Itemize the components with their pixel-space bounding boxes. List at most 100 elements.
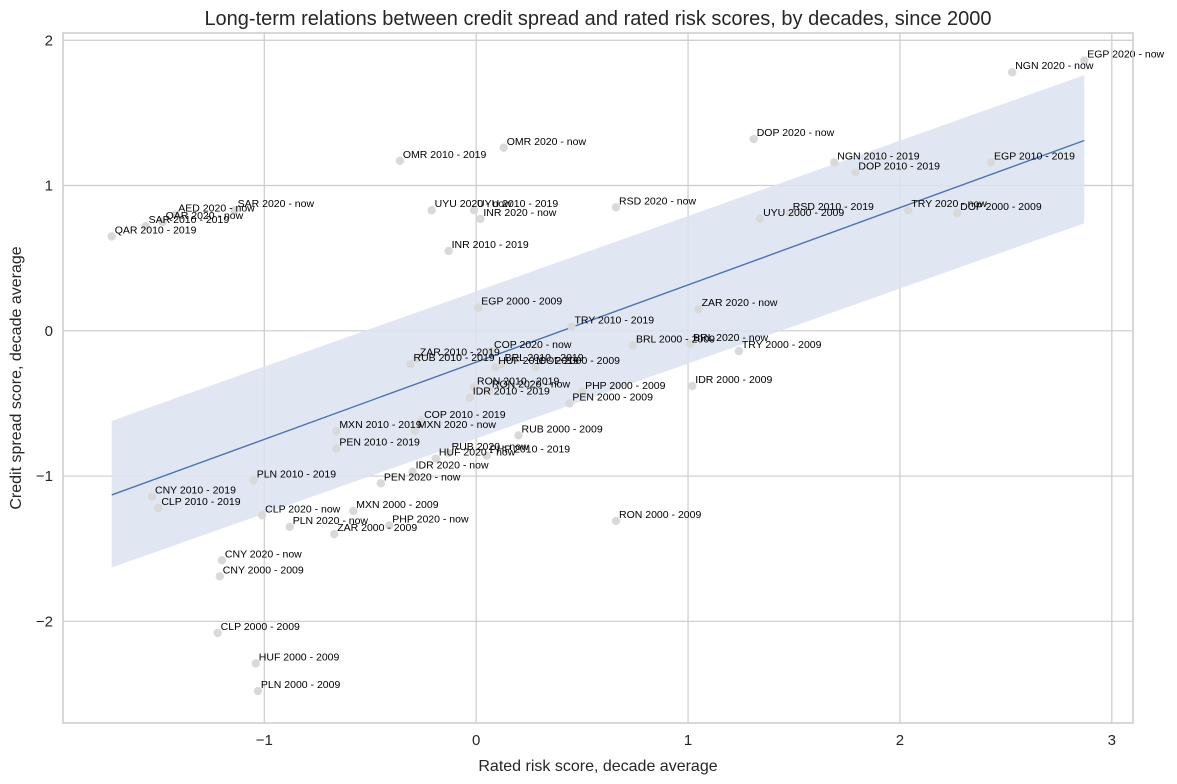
x-tick-label: −1 bbox=[256, 732, 273, 749]
point-label: DOP 2000 - 2009 bbox=[960, 201, 1042, 213]
y-tick-label: −1 bbox=[36, 468, 53, 485]
point-label: PEN 2010 - 2019 bbox=[339, 436, 420, 448]
point-label: HUF 2020 - now bbox=[439, 447, 516, 459]
point-label: PLN 2020 - now bbox=[293, 515, 369, 527]
data-point bbox=[410, 426, 419, 436]
data-point bbox=[332, 426, 341, 436]
data-point bbox=[230, 206, 239, 215]
plot-frame bbox=[62, 32, 1134, 724]
data-point bbox=[444, 448, 453, 458]
data-point bbox=[385, 521, 394, 530]
chart-title: Long-term relations between credit sprea… bbox=[204, 8, 991, 30]
point-label: UYU 2010 - 2019 bbox=[477, 198, 558, 210]
point-label: MXN 2000 - 2009 bbox=[356, 499, 438, 511]
point-label: QAR 2020 - now bbox=[166, 210, 244, 222]
y-tick-label: 0 bbox=[45, 323, 53, 340]
point-label: COP 2020 - now bbox=[494, 339, 572, 351]
data-point bbox=[755, 214, 765, 224]
data-point bbox=[694, 304, 703, 314]
data-point bbox=[904, 206, 913, 215]
data-point bbox=[141, 222, 150, 231]
data-point bbox=[395, 156, 405, 166]
point-label: INR 2010 - 2019 bbox=[452, 239, 529, 251]
data-point bbox=[567, 322, 576, 331]
point-label: ZAR 2000 - 2009 bbox=[337, 522, 417, 534]
y-tick-label: 1 bbox=[45, 178, 53, 195]
data-point bbox=[431, 454, 441, 463]
point-label: HUF 2010 - 2019 bbox=[498, 355, 579, 367]
data-point bbox=[611, 516, 621, 526]
data-point bbox=[565, 399, 574, 408]
data-point bbox=[986, 158, 996, 167]
x-tick-label: 2 bbox=[896, 732, 904, 749]
data-point bbox=[217, 556, 227, 565]
point-label: CNY 2010 - 2019 bbox=[155, 484, 236, 496]
point-label: IDR 2000 - 2009 bbox=[695, 374, 772, 386]
point-label: ZAR 2010 - 2019 bbox=[420, 346, 500, 358]
data-point bbox=[158, 217, 167, 227]
point-label: IDR 2010 - 2019 bbox=[473, 386, 550, 398]
tick-labels: −1 0 1 2 3 −2 −1 0 1 2 bbox=[36, 32, 1116, 749]
point-label: CLP 2020 - now bbox=[265, 503, 341, 515]
data-point bbox=[408, 467, 417, 476]
data-point bbox=[491, 362, 500, 372]
point-label: IDR 2020 - now bbox=[416, 460, 489, 472]
data-point bbox=[851, 168, 860, 177]
data-point bbox=[469, 206, 479, 215]
data-point bbox=[253, 686, 263, 696]
data-point bbox=[688, 381, 697, 391]
data-point bbox=[830, 158, 839, 167]
point-label: BRL 2020 - now bbox=[693, 332, 768, 344]
point-label: OMR 2020 - now bbox=[507, 136, 587, 148]
data-point bbox=[734, 346, 744, 356]
point-label: ZAR 2020 - now bbox=[702, 297, 778, 309]
point-label: EGP 2000 - 2009 bbox=[481, 296, 562, 308]
point-label: RON 2000 - 2009 bbox=[619, 509, 701, 521]
point-label: RUB 2010 - 2019 bbox=[413, 352, 494, 364]
data-point bbox=[416, 416, 426, 426]
data-point bbox=[749, 134, 758, 144]
data-point bbox=[611, 203, 621, 212]
point-label: AED 2020 - now bbox=[178, 203, 255, 215]
data-point bbox=[251, 659, 261, 668]
point-label: NGN 2010 - 2019 bbox=[837, 150, 919, 162]
data-point bbox=[412, 354, 422, 363]
y-tick-label: 2 bbox=[45, 32, 53, 49]
x-tick-label: 1 bbox=[684, 732, 692, 749]
confidence-band bbox=[111, 75, 1085, 568]
point-label: PHP 2000 - 2009 bbox=[585, 380, 666, 392]
y-axis-label: Credit spread score, decade average bbox=[8, 246, 25, 509]
point-label: RUB 2000 - 2009 bbox=[522, 423, 603, 435]
data-point bbox=[531, 362, 540, 372]
point-label: RUB 2020 - now bbox=[452, 441, 529, 453]
point-label: DOP 2020 - now bbox=[757, 127, 835, 139]
data-point bbox=[147, 492, 157, 501]
point-label: COP 2010 - 2019 bbox=[424, 409, 506, 421]
data-point bbox=[154, 503, 163, 513]
data-point bbox=[376, 479, 386, 488]
data-point bbox=[465, 393, 475, 402]
point-label: RON 2010 - 2019 bbox=[477, 375, 559, 387]
point-label: CLP 2000 - 2009 bbox=[221, 621, 300, 633]
point-label: CNY 2000 - 2009 bbox=[223, 564, 304, 576]
point-label: SAR 2020 - now bbox=[238, 198, 315, 210]
data-point bbox=[285, 522, 294, 532]
data-point bbox=[349, 506, 358, 516]
point-label: UYU 2020 - now bbox=[435, 198, 512, 210]
point-label: EGP 2020 - now bbox=[1087, 49, 1164, 61]
point-label: TRY 2000 - 2009 bbox=[742, 339, 822, 351]
point-label: TRY 2010 - 2019 bbox=[575, 314, 655, 326]
point-label: RON 2020 - now bbox=[492, 378, 571, 390]
point-label: INR 2020 - now bbox=[483, 207, 556, 219]
data-point bbox=[499, 143, 508, 152]
point-label: SAR 2010 - 2019 bbox=[149, 214, 230, 226]
data-point bbox=[469, 383, 479, 392]
point-label: UYU 2000 - 2009 bbox=[763, 207, 844, 219]
point-label: PHP 2020 - now bbox=[392, 513, 469, 525]
data-point bbox=[332, 444, 341, 453]
data-point bbox=[577, 387, 587, 396]
y-tick-label: −2 bbox=[36, 613, 53, 630]
data-point bbox=[482, 451, 491, 460]
data-point bbox=[952, 208, 962, 218]
